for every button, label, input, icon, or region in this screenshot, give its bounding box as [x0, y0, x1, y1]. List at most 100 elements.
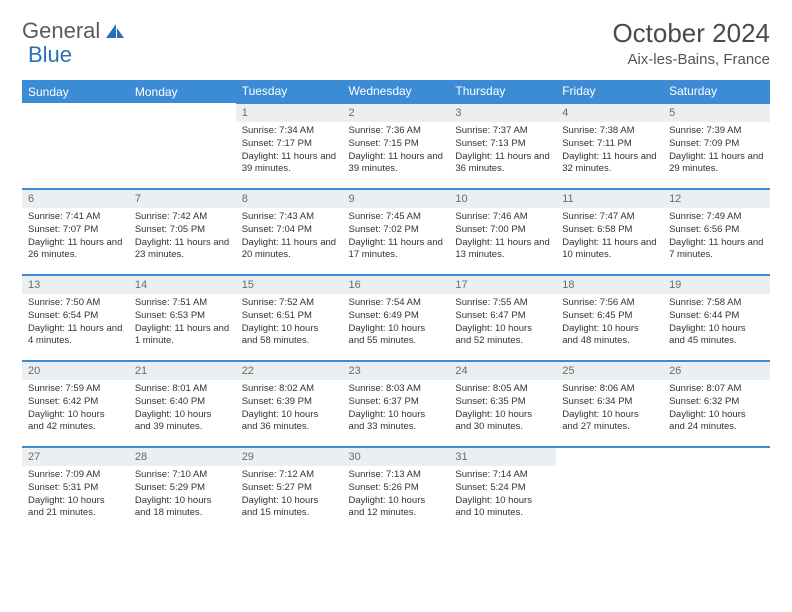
day-details: Sunrise: 8:06 AMSunset: 6:34 PMDaylight:… [556, 380, 663, 437]
weekday-header-row: SundayMondayTuesdayWednesdayThursdayFrid… [22, 80, 770, 103]
day-details: Sunrise: 8:07 AMSunset: 6:32 PMDaylight:… [663, 380, 770, 437]
calendar-body: 1Sunrise: 7:34 AMSunset: 7:17 PMDaylight… [22, 103, 770, 533]
brand-part1: General [22, 18, 100, 44]
day-details: Sunrise: 7:38 AMSunset: 7:11 PMDaylight:… [556, 122, 663, 179]
calendar-cell: 19Sunrise: 7:58 AMSunset: 6:44 PMDayligh… [663, 275, 770, 361]
day-number: 31 [449, 448, 556, 466]
day-details: Sunrise: 7:46 AMSunset: 7:00 PMDaylight:… [449, 208, 556, 265]
day-number: 17 [449, 276, 556, 294]
day-number: 18 [556, 276, 663, 294]
calendar-cell: 7Sunrise: 7:42 AMSunset: 7:05 PMDaylight… [129, 189, 236, 275]
day-details: Sunrise: 7:47 AMSunset: 6:58 PMDaylight:… [556, 208, 663, 265]
calendar-cell: 25Sunrise: 8:06 AMSunset: 6:34 PMDayligh… [556, 361, 663, 447]
day-number: 27 [22, 448, 129, 466]
calendar-cell: 16Sunrise: 7:54 AMSunset: 6:49 PMDayligh… [343, 275, 450, 361]
calendar-table: SundayMondayTuesdayWednesdayThursdayFrid… [22, 80, 770, 533]
day-details: Sunrise: 7:43 AMSunset: 7:04 PMDaylight:… [236, 208, 343, 265]
day-number: 30 [343, 448, 450, 466]
day-number: 20 [22, 362, 129, 380]
calendar-cell: 18Sunrise: 7:56 AMSunset: 6:45 PMDayligh… [556, 275, 663, 361]
day-details: Sunrise: 7:51 AMSunset: 6:53 PMDaylight:… [129, 294, 236, 351]
day-number: 4 [556, 104, 663, 122]
day-details: Sunrise: 7:54 AMSunset: 6:49 PMDaylight:… [343, 294, 450, 351]
day-details: Sunrise: 8:02 AMSunset: 6:39 PMDaylight:… [236, 380, 343, 437]
day-details: Sunrise: 7:34 AMSunset: 7:17 PMDaylight:… [236, 122, 343, 179]
calendar-cell: 10Sunrise: 7:46 AMSunset: 7:00 PMDayligh… [449, 189, 556, 275]
day-details: Sunrise: 7:55 AMSunset: 6:47 PMDaylight:… [449, 294, 556, 351]
day-number: 11 [556, 190, 663, 208]
day-number: 24 [449, 362, 556, 380]
day-number: 2 [343, 104, 450, 122]
day-details: Sunrise: 7:37 AMSunset: 7:13 PMDaylight:… [449, 122, 556, 179]
day-number: 1 [236, 104, 343, 122]
day-number: 7 [129, 190, 236, 208]
day-number: 3 [449, 104, 556, 122]
day-number: 28 [129, 448, 236, 466]
day-number: 25 [556, 362, 663, 380]
day-number: 14 [129, 276, 236, 294]
day-number: 23 [343, 362, 450, 380]
day-details: Sunrise: 8:03 AMSunset: 6:37 PMDaylight:… [343, 380, 450, 437]
day-number: 10 [449, 190, 556, 208]
calendar-cell: 28Sunrise: 7:10 AMSunset: 5:29 PMDayligh… [129, 447, 236, 533]
day-details: Sunrise: 8:05 AMSunset: 6:35 PMDaylight:… [449, 380, 556, 437]
day-details: Sunrise: 7:59 AMSunset: 6:42 PMDaylight:… [22, 380, 129, 437]
calendar-cell: 17Sunrise: 7:55 AMSunset: 6:47 PMDayligh… [449, 275, 556, 361]
calendar-cell: 30Sunrise: 7:13 AMSunset: 5:26 PMDayligh… [343, 447, 450, 533]
weekday-header: Tuesday [236, 80, 343, 103]
day-number: 19 [663, 276, 770, 294]
day-number: 6 [22, 190, 129, 208]
calendar-cell: 11Sunrise: 7:47 AMSunset: 6:58 PMDayligh… [556, 189, 663, 275]
day-details: Sunrise: 7:39 AMSunset: 7:09 PMDaylight:… [663, 122, 770, 179]
day-details: Sunrise: 7:10 AMSunset: 5:29 PMDaylight:… [129, 466, 236, 523]
calendar-cell: 12Sunrise: 7:49 AMSunset: 6:56 PMDayligh… [663, 189, 770, 275]
day-number: 16 [343, 276, 450, 294]
day-details: Sunrise: 7:36 AMSunset: 7:15 PMDaylight:… [343, 122, 450, 179]
calendar-cell: 6Sunrise: 7:41 AMSunset: 7:07 PMDaylight… [22, 189, 129, 275]
logo-sail-icon [104, 22, 126, 40]
day-details: Sunrise: 7:13 AMSunset: 5:26 PMDaylight:… [343, 466, 450, 523]
day-number: 29 [236, 448, 343, 466]
calendar-cell: 13Sunrise: 7:50 AMSunset: 6:54 PMDayligh… [22, 275, 129, 361]
day-number: 8 [236, 190, 343, 208]
calendar-cell-empty [663, 447, 770, 533]
calendar-cell-empty [22, 103, 129, 189]
calendar-cell: 24Sunrise: 8:05 AMSunset: 6:35 PMDayligh… [449, 361, 556, 447]
calendar-row: 6Sunrise: 7:41 AMSunset: 7:07 PMDaylight… [22, 189, 770, 275]
day-details: Sunrise: 7:09 AMSunset: 5:31 PMDaylight:… [22, 466, 129, 523]
month-title: October 2024 [612, 18, 770, 49]
day-details: Sunrise: 7:42 AMSunset: 7:05 PMDaylight:… [129, 208, 236, 265]
day-number: 26 [663, 362, 770, 380]
day-details: Sunrise: 7:12 AMSunset: 5:27 PMDaylight:… [236, 466, 343, 523]
calendar-cell: 20Sunrise: 7:59 AMSunset: 6:42 PMDayligh… [22, 361, 129, 447]
calendar-cell: 31Sunrise: 7:14 AMSunset: 5:24 PMDayligh… [449, 447, 556, 533]
day-details: Sunrise: 7:58 AMSunset: 6:44 PMDaylight:… [663, 294, 770, 351]
calendar-cell: 2Sunrise: 7:36 AMSunset: 7:15 PMDaylight… [343, 103, 450, 189]
calendar-cell: 3Sunrise: 7:37 AMSunset: 7:13 PMDaylight… [449, 103, 556, 189]
day-details: Sunrise: 7:14 AMSunset: 5:24 PMDaylight:… [449, 466, 556, 523]
day-number: 15 [236, 276, 343, 294]
weekday-header: Saturday [663, 80, 770, 103]
calendar-cell-empty [129, 103, 236, 189]
calendar-cell: 8Sunrise: 7:43 AMSunset: 7:04 PMDaylight… [236, 189, 343, 275]
calendar-cell: 26Sunrise: 8:07 AMSunset: 6:32 PMDayligh… [663, 361, 770, 447]
day-details: Sunrise: 7:41 AMSunset: 7:07 PMDaylight:… [22, 208, 129, 265]
day-number: 13 [22, 276, 129, 294]
title-block: October 2024 Aix-les-Bains, France [612, 18, 770, 68]
day-details: Sunrise: 7:49 AMSunset: 6:56 PMDaylight:… [663, 208, 770, 265]
day-details: Sunrise: 7:52 AMSunset: 6:51 PMDaylight:… [236, 294, 343, 351]
day-details: Sunrise: 7:50 AMSunset: 6:54 PMDaylight:… [22, 294, 129, 351]
calendar-cell: 5Sunrise: 7:39 AMSunset: 7:09 PMDaylight… [663, 103, 770, 189]
weekday-header: Sunday [22, 80, 129, 103]
calendar-cell: 21Sunrise: 8:01 AMSunset: 6:40 PMDayligh… [129, 361, 236, 447]
calendar-cell: 22Sunrise: 8:02 AMSunset: 6:39 PMDayligh… [236, 361, 343, 447]
day-number: 22 [236, 362, 343, 380]
brand-part2: Blue [28, 42, 72, 68]
calendar-cell: 23Sunrise: 8:03 AMSunset: 6:37 PMDayligh… [343, 361, 450, 447]
weekday-header: Monday [129, 80, 236, 103]
calendar-cell: 14Sunrise: 7:51 AMSunset: 6:53 PMDayligh… [129, 275, 236, 361]
calendar-cell: 1Sunrise: 7:34 AMSunset: 7:17 PMDaylight… [236, 103, 343, 189]
brand-logo: General [22, 18, 126, 44]
weekday-header: Wednesday [343, 80, 450, 103]
page-header: General October 2024 Aix-les-Bains, Fran… [22, 18, 770, 68]
